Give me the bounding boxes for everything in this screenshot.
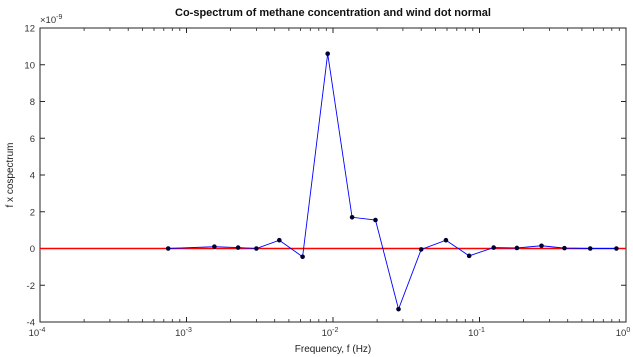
data-point — [491, 245, 496, 250]
data-point — [443, 237, 449, 243]
y-axis-ticks: -4 -2 0 2 4 6 8 10 12 — [24, 24, 626, 329]
x-tick-label: 10-4 — [29, 327, 46, 339]
y-tick-label: 10 — [24, 60, 35, 71]
y-tick-label: 0 — [30, 244, 35, 255]
y-axis-label: f x cospectrum — [5, 142, 16, 207]
x-axis-label: Frequency, f (Hz) — [295, 344, 372, 355]
x-tick-label: 10-3 — [175, 327, 192, 339]
y-axis-multiplier: ×10-9 — [40, 14, 62, 26]
y-multiplier-exponent: -9 — [56, 14, 62, 21]
data-point — [349, 214, 355, 220]
data-point — [418, 247, 424, 252]
y-tick-label: 12 — [24, 24, 35, 35]
y-multiplier-base: ×10 — [40, 15, 56, 26]
data-point — [514, 245, 520, 251]
y-tick-label: -4 — [27, 318, 35, 329]
data-point — [373, 217, 378, 223]
x-axis-ticks: 10-4 10-3 10-2 10-1 100 — [29, 28, 631, 339]
data-point — [466, 253, 472, 259]
data-point — [396, 306, 401, 312]
data-point — [562, 245, 567, 251]
x-tick-label: 10-2 — [322, 327, 339, 339]
plot-area — [39, 27, 627, 323]
data-point — [254, 246, 259, 251]
plot-frame — [39, 27, 627, 323]
data-point — [165, 246, 171, 251]
data-point — [539, 243, 544, 249]
x-tick-label: 100 — [616, 327, 631, 339]
data-point — [587, 246, 593, 251]
y-tick-label: -2 — [27, 281, 35, 292]
marker-layer — [165, 51, 619, 312]
x-tick-label: 10-1 — [468, 327, 485, 339]
y-tick-label: 6 — [30, 134, 35, 145]
y-tick-label: 2 — [30, 207, 35, 218]
data-point — [614, 246, 619, 251]
data-point — [277, 237, 282, 243]
data-point — [212, 244, 217, 249]
chart-title: Co-spectrum of methane concentration and… — [175, 7, 491, 19]
data-point — [325, 51, 330, 57]
data-point — [235, 245, 241, 250]
data-point — [300, 254, 305, 260]
y-tick-label: 8 — [30, 97, 35, 108]
y-tick-label: 4 — [30, 171, 35, 182]
